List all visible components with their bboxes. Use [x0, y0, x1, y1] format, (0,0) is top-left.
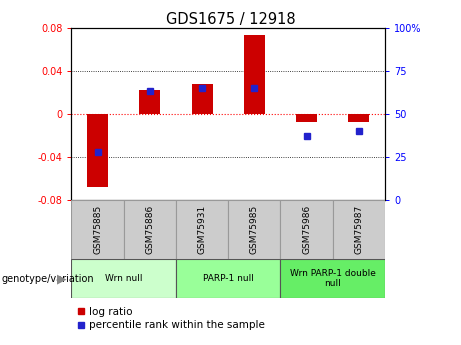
Text: GSM75986: GSM75986 [302, 205, 311, 254]
Bar [244, 35, 265, 114]
Bar [333, 200, 385, 259]
Bar [349, 114, 369, 122]
Bar [124, 200, 176, 259]
Text: ▶: ▶ [58, 272, 67, 285]
Text: GSM75985: GSM75985 [250, 205, 259, 254]
Bar [71, 200, 124, 259]
Bar [71, 259, 176, 298]
Legend: log ratio, percentile rank within the sample: log ratio, percentile rank within the sa… [77, 307, 265, 330]
Text: Wrn null: Wrn null [105, 274, 142, 283]
Text: PARP-1 null: PARP-1 null [203, 274, 254, 283]
Text: GSM75885: GSM75885 [93, 205, 102, 254]
Bar [87, 114, 108, 187]
Bar [139, 90, 160, 114]
Text: GDS1675 / 12918: GDS1675 / 12918 [165, 12, 296, 27]
Text: GSM75987: GSM75987 [355, 205, 363, 254]
Text: Wrn PARP-1 double
null: Wrn PARP-1 double null [290, 269, 376, 288]
Bar [296, 114, 317, 122]
Bar [280, 200, 333, 259]
Text: GSM75931: GSM75931 [198, 205, 207, 254]
Bar [192, 84, 213, 114]
Bar [176, 200, 228, 259]
Bar [280, 259, 385, 298]
Bar [176, 259, 280, 298]
Bar [228, 200, 280, 259]
Text: GSM75886: GSM75886 [145, 205, 154, 254]
Text: genotype/variation: genotype/variation [1, 274, 94, 284]
